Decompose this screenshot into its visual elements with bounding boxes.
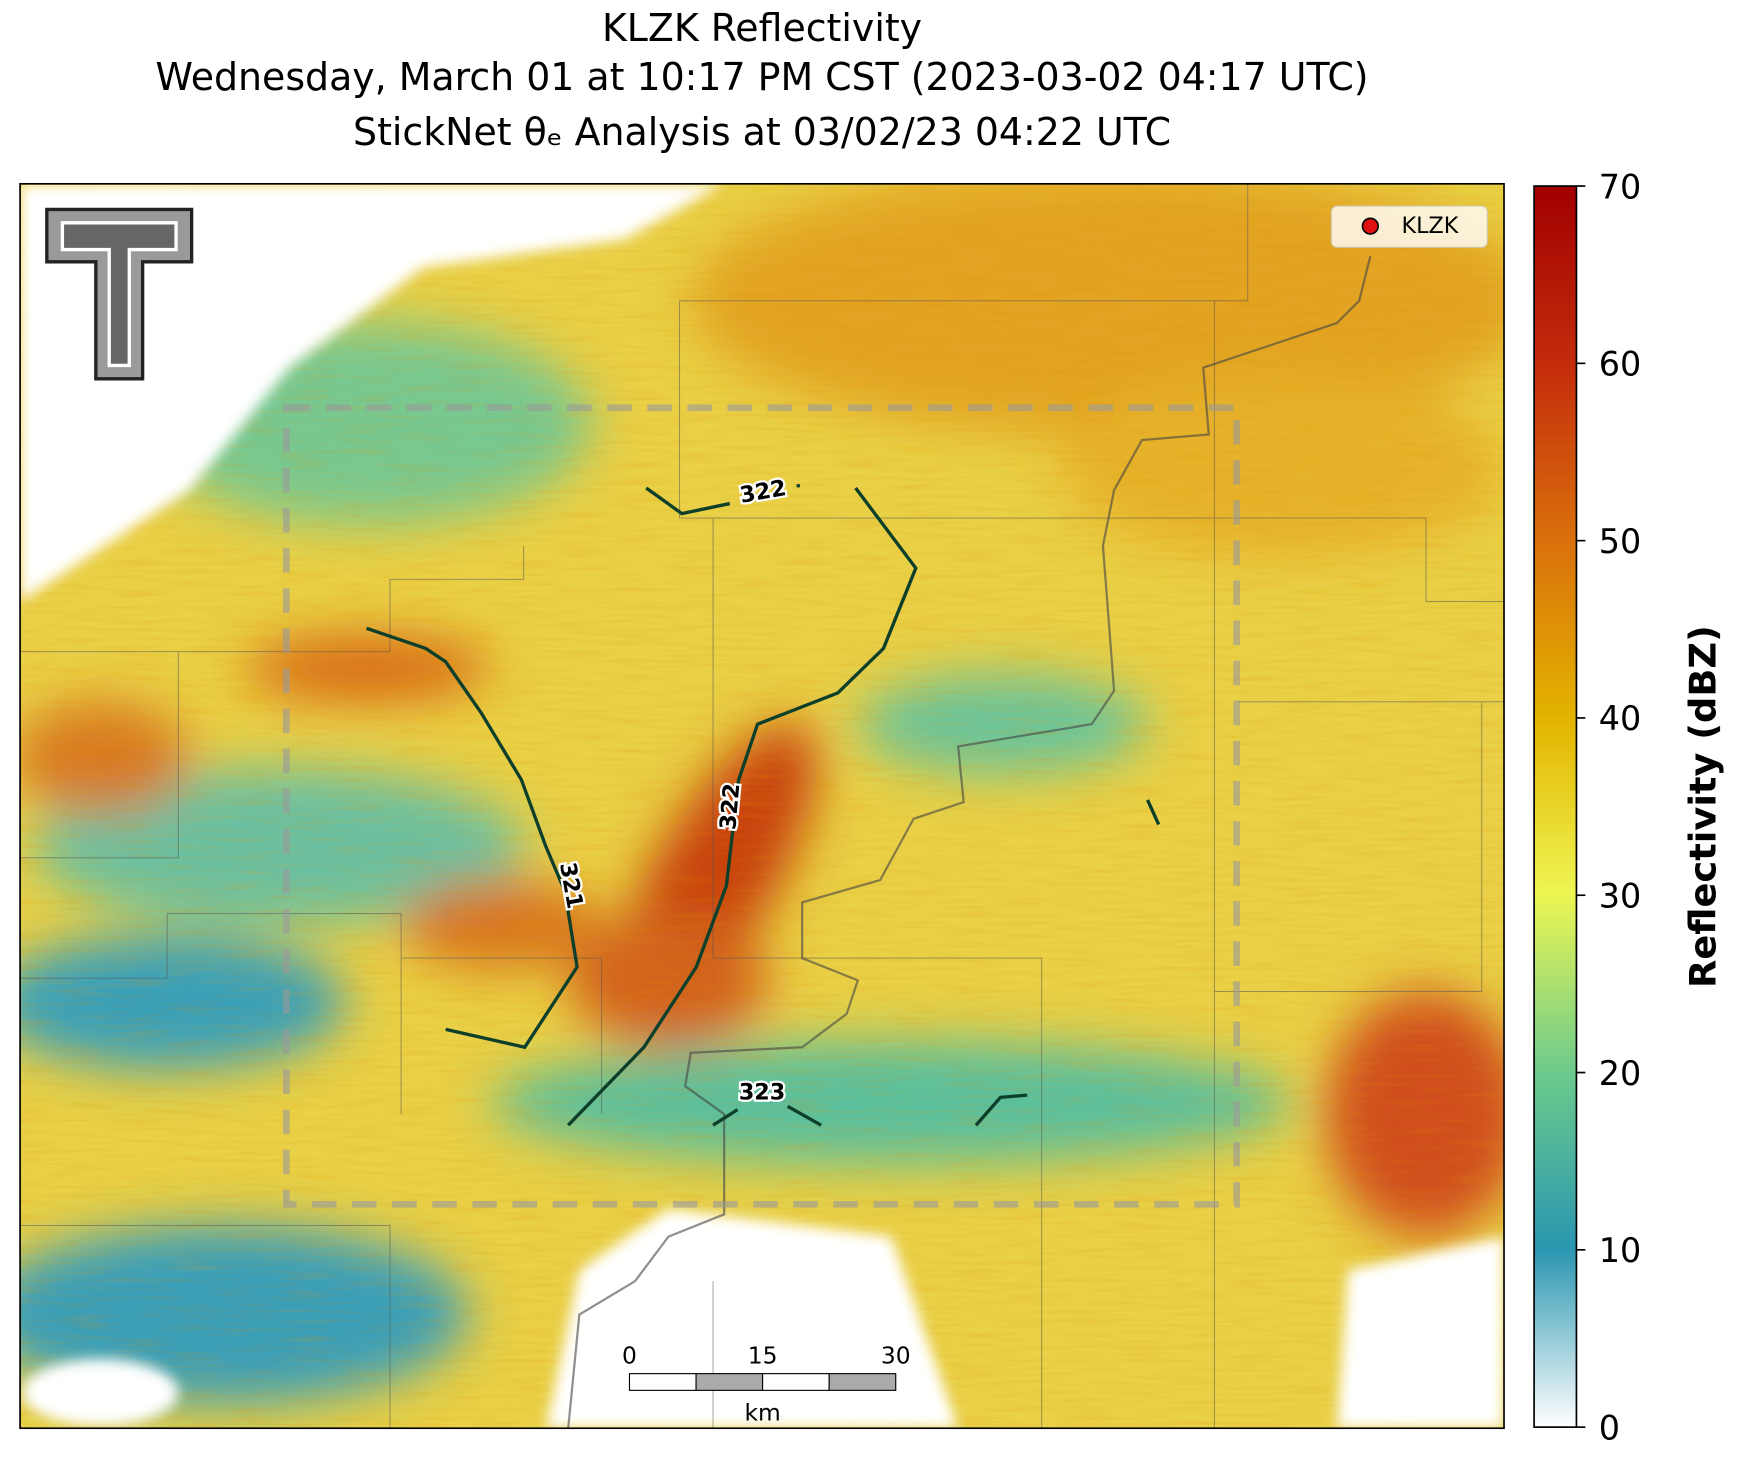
scale-segment xyxy=(828,1373,897,1391)
contour-label: 323 xyxy=(739,1079,785,1105)
scale-tick-label: 15 xyxy=(748,1342,778,1370)
colorbar-tick-label: 10 xyxy=(1599,1231,1642,1270)
scale-segment xyxy=(628,1373,697,1391)
logo xyxy=(45,207,194,381)
legend-marker xyxy=(1361,217,1379,235)
scale-tick-label: 30 xyxy=(881,1342,911,1370)
title-line: Wednesday, March 01 at 10:17 PM CST (202… xyxy=(156,55,1369,99)
colorbar-tick-label: 50 xyxy=(1599,522,1642,561)
colorbar: 0 10 20 30 40 50 60 70 xyxy=(1533,167,1642,1447)
scale-bar: 0 15 30 km xyxy=(622,1342,911,1427)
colorbar-tick-label: 20 xyxy=(1599,1054,1642,1093)
colorbar-tick-label: 0 xyxy=(1599,1408,1620,1447)
theta-e-contours xyxy=(366,484,1161,1127)
scale-segment xyxy=(762,1373,830,1391)
scale-segment xyxy=(695,1373,764,1391)
colorbar-tick-label: 70 xyxy=(1599,167,1642,206)
colorbar-tick-label: 40 xyxy=(1599,699,1642,738)
legend: KLZK xyxy=(1330,205,1488,248)
colorbar-tick-label: 60 xyxy=(1599,345,1642,384)
scale-tick-label: 0 xyxy=(622,1342,637,1370)
colorbar-label: Reflectivity (dBZ) xyxy=(1682,625,1725,988)
legend-label: KLZK xyxy=(1402,213,1460,239)
title-line: StickNet θₑ Analysis at 03/02/23 04:22 U… xyxy=(353,110,1171,154)
map-frame xyxy=(19,182,1505,1430)
river xyxy=(567,255,1372,1429)
contour-label: 322 xyxy=(715,782,745,831)
county-lines xyxy=(20,183,1505,1429)
colorbar-gradient xyxy=(1533,185,1578,1428)
scale-unit: km xyxy=(744,1398,780,1426)
title-line: KLZK Reflectivity xyxy=(602,6,922,50)
colorbar-tick-label: 30 xyxy=(1599,876,1642,915)
analysis-box xyxy=(283,404,1240,1208)
